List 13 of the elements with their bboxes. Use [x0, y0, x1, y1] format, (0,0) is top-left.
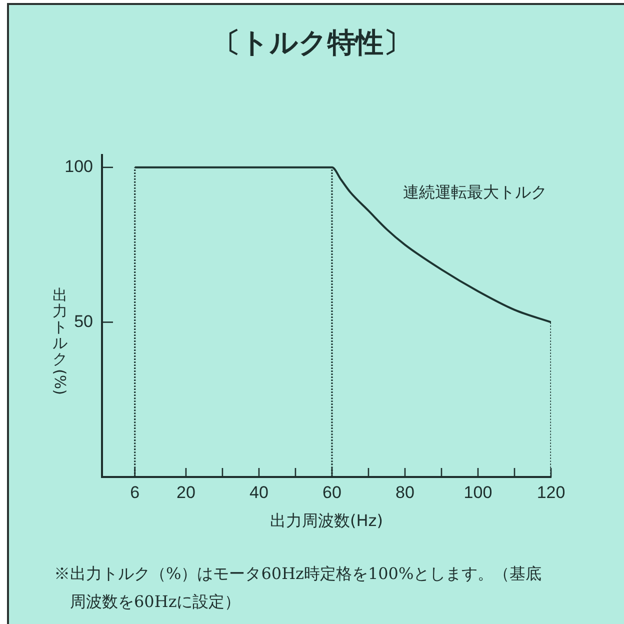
y-tick-label: 50: [74, 312, 93, 331]
x-tick-label: 40: [250, 482, 268, 502]
chart-title: 〔トルク特性〕: [212, 26, 412, 60]
x-tick-label: 20: [176, 482, 196, 502]
y-axis-title: 出力トルク(%): [51, 286, 69, 395]
x-tick-label: 6: [130, 482, 140, 502]
x-tick-label: 120: [536, 482, 566, 502]
x-axis-title: 出力周波数(Hz): [269, 510, 384, 532]
x-tick-label: 60: [322, 482, 342, 502]
series-label: 連続運転最大トルク: [403, 182, 547, 202]
x-tick-label: 80: [396, 482, 414, 502]
x-tick-label: 100: [464, 482, 492, 502]
text: ※出力トルク（%）はモータ60Hz時定格を100%とします。（基底周波数を60Hzに設定）: [54, 563, 543, 613]
